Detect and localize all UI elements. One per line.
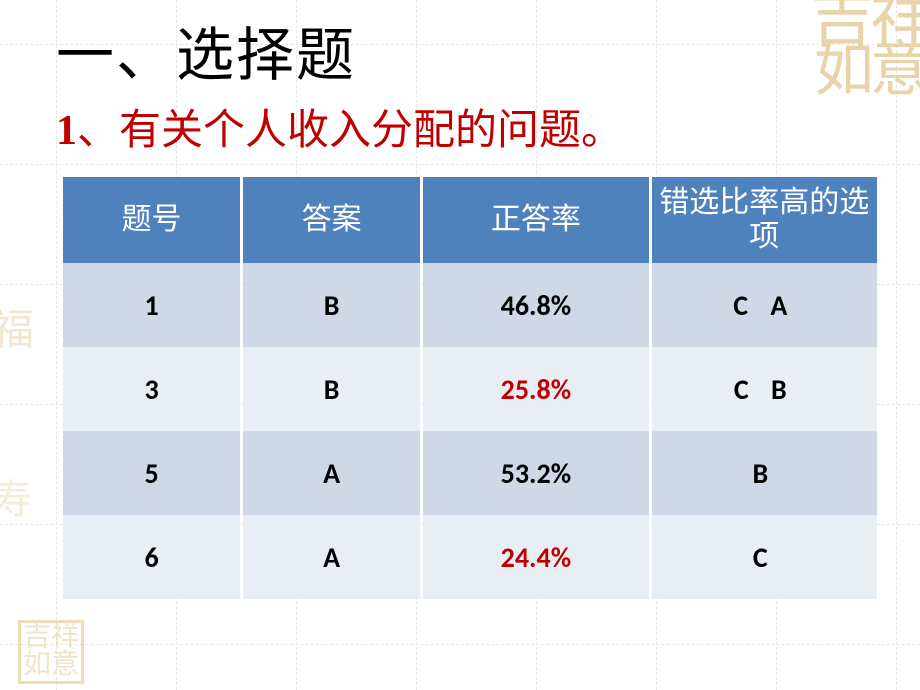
slide-content: 一、选择题 1、有关个人收入分配的问题。 题号 答案 正答率 错选比率高的选项 …: [0, 0, 920, 599]
page-title: 一、选择题: [56, 8, 880, 92]
cell-answer: B: [243, 263, 420, 347]
cell-correct-rate: 24.4%: [423, 515, 648, 599]
page-subtitle: 1、有关个人收入分配的问题。: [56, 96, 880, 157]
table-header-row: 题号 答案 正答率 错选比率高的选项: [63, 177, 877, 263]
table-row: 6A24.4%C: [63, 515, 877, 599]
cell-answer: A: [243, 431, 420, 515]
cell-correct-rate: 53.2%: [423, 431, 648, 515]
cell-wrong-options: C A: [652, 263, 877, 347]
cell-correct-rate: 46.8%: [423, 263, 648, 347]
table-row: 1B46.8%C A: [63, 263, 877, 347]
cell-question-no: 5: [63, 431, 240, 515]
cell-answer: A: [243, 515, 420, 599]
table-row: 3B25.8%C B: [63, 347, 877, 431]
answer-stats-table: 题号 答案 正答率 错选比率高的选项 1B46.8%C A3B25.8%C B5…: [60, 177, 880, 599]
subtitle-text: 、有关个人收入分配的问题。: [77, 108, 623, 154]
cell-question-no: 3: [63, 347, 240, 431]
col-header-answer: 答案: [243, 177, 420, 263]
cell-correct-rate: 25.8%: [423, 347, 648, 431]
cell-answer: B: [243, 347, 420, 431]
col-header-question-no: 题号: [63, 177, 240, 263]
col-header-wrong-options: 错选比率高的选项: [652, 177, 877, 263]
table-row: 5A53.2%B: [63, 431, 877, 515]
cell-question-no: 6: [63, 515, 240, 599]
subtitle-number: 1: [56, 108, 77, 154]
cell-wrong-options: B: [652, 431, 877, 515]
col-header-correct-rate: 正答率: [423, 177, 648, 263]
cell-question-no: 1: [63, 263, 240, 347]
cell-wrong-options: C: [652, 515, 877, 599]
cell-wrong-options: C B: [652, 347, 877, 431]
